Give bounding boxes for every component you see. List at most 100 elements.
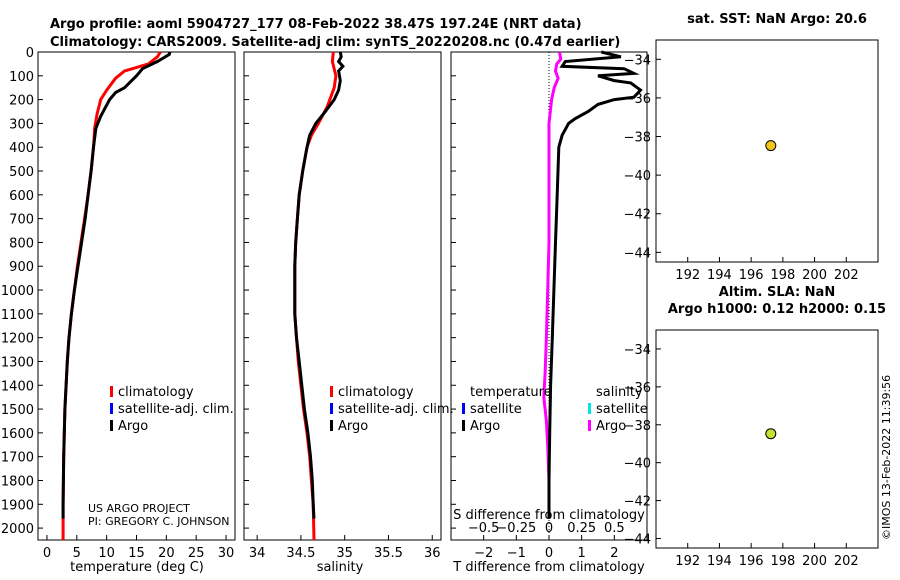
sal-argo-line	[293, 51, 345, 519]
salinity-panel: 34 34.5 35 35.5 36 climatology satellite-adj. …	[243, 51, 454, 561]
map-y-tick-label: −44	[624, 533, 651, 548]
y-tick-label: 600	[9, 189, 34, 204]
y-tick-label: 1000	[1, 284, 34, 299]
legend-swatch	[110, 403, 113, 414]
s-tick-label: 0	[545, 521, 553, 536]
x-tick-label: 20	[158, 546, 175, 561]
s-tick-label: −0.25	[496, 521, 536, 536]
map2-title-line1: Altim. SLA: NaN	[719, 285, 835, 300]
map2-title-line2: Argo h1000: 0.12 h2000: 0.15	[668, 302, 886, 317]
legend-swatch	[330, 403, 333, 414]
x-tick-label: 2	[610, 546, 618, 561]
y-tick-label: 1500	[1, 403, 34, 418]
y-tick-label: 800	[9, 236, 34, 251]
legend-label: Argo	[470, 419, 500, 434]
map-y-tick-label: −36	[624, 381, 651, 396]
x-tick-label: 5	[73, 546, 81, 561]
legend-swatch	[330, 386, 333, 397]
map-y-tick-label: −42	[624, 495, 651, 510]
map-x-tick-label: 202	[834, 268, 859, 283]
x-tick-label: 36	[424, 546, 441, 561]
map-y-tick-label: −42	[624, 208, 651, 223]
y-tick-label: 200	[9, 94, 34, 109]
axes-frame	[243, 51, 442, 541]
legend-swatch	[588, 420, 591, 431]
credit-project: US ARGO PROJECT	[88, 502, 190, 515]
map-y-tick-label: −40	[624, 457, 651, 472]
y-tick-label: 300	[9, 117, 34, 132]
y-tick-label: 0	[26, 46, 34, 61]
sst-map-panel: 192 194 196 198 200 202 −34 −36 −38 −40 −42 −44	[624, 39, 879, 283]
temperature-panel: 0 5 10 15 20 25 300100200300400500600700800900…	[1, 46, 236, 561]
map-frame	[655, 39, 879, 263]
map-y-tick-label: −34	[624, 343, 651, 358]
title-line2: Climatology: CARS2009. Satellite-adj cli…	[50, 35, 620, 50]
y-tick-label: 700	[9, 213, 34, 228]
difference-panel: −2 −1 0 1 2 −0.5−0.25 0 0.25 0.5 temperature salin…	[450, 50, 648, 561]
axes-frame	[37, 51, 236, 541]
map-y-tick-label: −38	[624, 131, 651, 146]
map-x-tick-label: 196	[739, 268, 764, 283]
map-x-tick-label: 200	[802, 268, 827, 283]
legend-swatch	[588, 403, 591, 414]
legend-swatch	[110, 386, 113, 397]
map-x-tick-label: 198	[770, 268, 795, 283]
legend-swatch	[462, 403, 465, 414]
legend-label: satellite-adj. clim.	[118, 402, 234, 417]
legend-temp-header: temperature	[470, 385, 552, 400]
map-y-tick-label: −38	[624, 419, 651, 434]
legend-label: satellite	[596, 402, 648, 417]
legend-label: satellite-adj. clim.	[338, 402, 454, 417]
legend-swatch	[330, 420, 333, 431]
map-y-tick-label: −36	[624, 92, 651, 107]
s-tick-label: −0.5	[468, 521, 500, 536]
map-x-tick-label: 202	[834, 554, 859, 569]
x-tick-label: 0	[43, 546, 51, 561]
y-tick-label: 1300	[1, 355, 34, 370]
x-tick-label: 34.5	[286, 546, 315, 561]
diff-xlabel: T difference from climatology	[452, 560, 645, 575]
legend-swatch	[462, 420, 465, 431]
sal-xlabel: salinity	[317, 560, 364, 575]
x-tick-label: 34	[249, 546, 266, 561]
map-x-tick-label: 192	[675, 268, 700, 283]
legend-label: Argo	[118, 419, 148, 434]
y-tick-label: 100	[9, 70, 34, 85]
map-x-tick-label: 192	[675, 554, 700, 569]
s-tick-label: 0.25	[567, 521, 596, 536]
legend-swatch	[110, 420, 113, 431]
map-x-tick-label: 194	[707, 268, 732, 283]
y-tick-label: 1700	[1, 451, 34, 466]
x-tick-label: 35.5	[374, 546, 403, 561]
map-x-tick-label: 198	[770, 554, 795, 569]
y-tick-label: 900	[9, 260, 34, 275]
argo-position-marker	[765, 428, 777, 440]
y-tick-label: 1800	[1, 474, 34, 489]
y-tick-label: 500	[9, 165, 34, 180]
x-tick-label: 30	[218, 546, 235, 561]
x-tick-label: 25	[188, 546, 205, 561]
legend-label: Argo	[596, 419, 626, 434]
legend-label: satellite	[470, 402, 522, 417]
map-x-tick-label: 196	[739, 554, 764, 569]
credit-pi: PI: GREGORY C. JOHNSON	[88, 515, 229, 528]
sal-diff-argo-line	[542, 51, 563, 519]
map-y-tick-label: −34	[624, 53, 651, 68]
x-tick-label: 35	[336, 546, 353, 561]
x-tick-label: 10	[98, 546, 115, 561]
axes-frame	[450, 51, 648, 541]
s-tick-label: 0.5	[604, 521, 625, 536]
map-x-tick-label: 194	[707, 554, 732, 569]
y-tick-label: 1900	[1, 498, 34, 513]
map1-title: sat. SST: NaN Argo: 20.6	[687, 12, 867, 27]
y-tick-label: 1200	[1, 332, 34, 347]
map-y-tick-label: −40	[624, 169, 651, 184]
x-tick-label: 0	[545, 546, 553, 561]
diff-x2label: S difference from climatology	[453, 508, 645, 523]
y-tick-label: 1100	[1, 308, 34, 323]
x-tick-label: −2	[474, 546, 493, 561]
y-tick-label: 2000	[1, 522, 34, 537]
sla-map-panel: 192 194 196 198 200 202 −34 −36 −38 −40 −42 −44	[624, 329, 879, 569]
temp-argo-line	[61, 51, 172, 519]
